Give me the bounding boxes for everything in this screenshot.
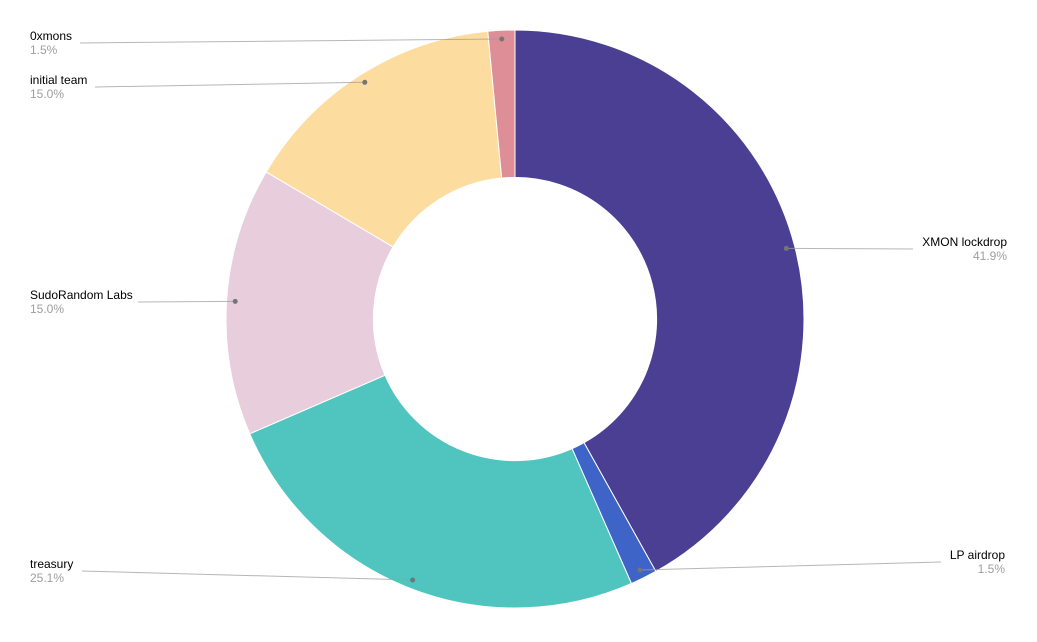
slice-percentage: 1.5% xyxy=(977,562,1005,576)
leader-dot xyxy=(783,245,789,251)
leader-line xyxy=(79,38,502,44)
slice-name: treasury xyxy=(30,557,74,571)
leader-line xyxy=(137,300,236,303)
slice-percentage: 15.0% xyxy=(30,87,65,101)
leader-dot xyxy=(232,298,238,304)
slice-label-sudorandom-labs: SudoRandom Labs 15.0% xyxy=(30,289,133,316)
slice-name: initial team xyxy=(30,73,88,87)
pie-slice-4 xyxy=(265,30,503,248)
leader-dot xyxy=(499,36,505,42)
pie-slice-2 xyxy=(249,374,633,609)
slice-percentage: 15.0% xyxy=(30,302,65,316)
slice-label-initial-team: initial team 15.0% xyxy=(30,74,87,101)
leader-dot xyxy=(410,577,416,583)
slice-label-treasury: treasury 25.1% xyxy=(30,558,73,585)
slice-name: SudoRandom Labs xyxy=(30,288,133,302)
leader-line xyxy=(639,561,942,571)
slice-label-xmon-lockdrop: XMON lockdrop 41.9% xyxy=(922,236,1007,263)
leader-dot xyxy=(637,567,643,573)
leader-line xyxy=(786,247,914,250)
slice-percentage: 25.1% xyxy=(30,571,65,585)
slice-percentage: 1.5% xyxy=(30,43,58,57)
leader-line xyxy=(94,81,365,88)
pie-slice-0 xyxy=(514,29,805,573)
slice-name: XMON lockdrop xyxy=(922,235,1007,249)
pie-slice-5 xyxy=(487,29,516,179)
slice-label-0xmons: 0xmons 1.5% xyxy=(30,30,72,57)
slice-percentage: 41.9% xyxy=(972,249,1007,263)
slice-label-lp-airdrop: LP airdrop 1.5% xyxy=(950,549,1005,576)
slice-name: 0xmons xyxy=(30,29,73,43)
pie-slice-3 xyxy=(225,171,394,435)
slice-name: LP airdrop xyxy=(949,548,1005,562)
leader-dot xyxy=(362,79,368,85)
leader-line xyxy=(81,570,413,581)
